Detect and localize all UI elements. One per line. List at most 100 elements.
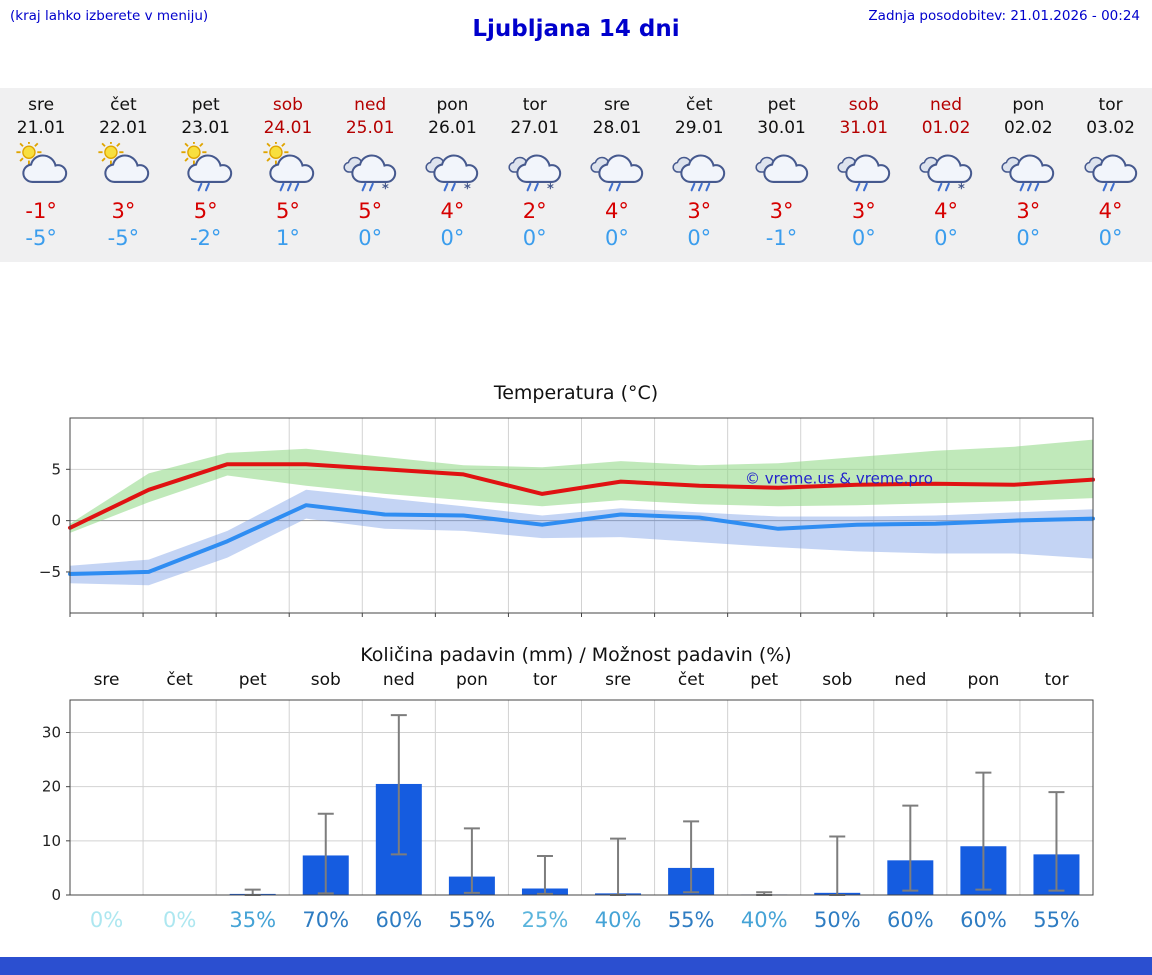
cloud-rain-icon xyxy=(1069,140,1151,196)
forecast-day-column: sob 31.01 3° 0° xyxy=(823,94,905,252)
precip-probability: 0% xyxy=(162,908,197,932)
day-name: pet xyxy=(191,95,220,115)
day-date: 27.01 xyxy=(510,118,560,138)
cloud-sleet-icon: * xyxy=(411,140,493,196)
high-temp: 3° xyxy=(687,199,712,223)
precip-day-label: tor xyxy=(532,670,558,690)
precip-day-label: pon xyxy=(967,670,1000,690)
precip-day-labels: sre čet pet sob ned pon tor sre čet pet sob ned pon t… xyxy=(70,670,1093,690)
precip-probability: 50% xyxy=(813,908,861,932)
forecast-day-column: pon 26.01 * 4° 0° xyxy=(411,94,493,252)
svg-text:*: * xyxy=(465,182,472,194)
precip-probability: 70% xyxy=(302,908,350,932)
day-name: sob xyxy=(848,95,879,115)
day-date: 23.01 xyxy=(181,118,230,138)
high-temp: 5° xyxy=(358,199,383,223)
precipitation-section: Količina padavin (mm) / Možnost padavin … xyxy=(0,644,1152,932)
precip-day-label: sre xyxy=(93,670,120,690)
forecast-day-column: sre 21.01 -1° -5° xyxy=(0,94,82,252)
high-temp: 5° xyxy=(193,199,218,223)
sun-cloud-icon xyxy=(0,140,82,196)
day-name: pon xyxy=(1012,95,1045,115)
high-temp: 5° xyxy=(275,199,300,223)
precip-day-label: sob xyxy=(822,670,853,690)
svg-text:0: 0 xyxy=(51,886,61,900)
precip-day-label: ned xyxy=(894,670,927,690)
temperature-section: Temperatura (°C) −5 0 5 © vreme.us & vreme.… xyxy=(0,382,1152,618)
temperature-chart: −5 0 5 © vreme.us & vreme.pro xyxy=(39,417,1095,617)
day-date: 24.01 xyxy=(263,118,313,138)
day-date: 25.01 xyxy=(345,118,395,138)
precip-chart-title: Količina padavin (mm) / Možnost padavin … xyxy=(360,644,792,666)
precip-day-label: pet xyxy=(238,670,267,690)
high-temp: 3° xyxy=(851,199,876,223)
day-name: čet xyxy=(110,95,137,115)
day-date: 28.01 xyxy=(592,118,642,138)
page-title: Ljubljana 14 dni xyxy=(472,16,680,42)
low-temp: -5° xyxy=(25,226,57,250)
low-temp: 0° xyxy=(522,226,547,250)
forecast-day-column: tor 03.02 4° 0° xyxy=(1069,94,1151,252)
low-temp: 0° xyxy=(934,226,958,250)
precip-probability: 55% xyxy=(1033,908,1080,932)
high-temp: 4° xyxy=(934,199,958,223)
day-date: 02.02 xyxy=(1003,118,1053,138)
day-date: 01.02 xyxy=(921,118,971,138)
temperature-chart-title: Temperatura (°C) xyxy=(493,382,659,404)
low-temp: 0° xyxy=(440,226,465,250)
cloudy-icon xyxy=(740,140,822,196)
precip-probability: 55% xyxy=(667,908,715,932)
cloud-sleet-icon: * xyxy=(494,140,576,196)
precip-probability: 55% xyxy=(448,908,496,932)
day-date: 31.01 xyxy=(839,118,889,138)
precip-day-label: ned xyxy=(382,670,415,690)
low-temp: -2° xyxy=(189,226,222,250)
low-temp: 0° xyxy=(605,226,629,250)
high-temp: 4° xyxy=(440,199,465,223)
low-temp: 0° xyxy=(1016,226,1041,250)
day-name: sre xyxy=(604,95,630,115)
watermark-link[interactable]: © vreme.us & vreme.pro xyxy=(745,470,933,488)
forecast-day-column: pet 23.01 5° -2° xyxy=(165,94,247,252)
precip-probability: 60% xyxy=(887,908,934,932)
day-name: tor xyxy=(522,95,547,115)
precip-probability: 40% xyxy=(740,908,788,932)
header: (kraj lahko izberete v meniju) Ljubljana… xyxy=(0,0,1152,88)
low-temp: 1° xyxy=(275,226,300,250)
svg-text:−5: −5 xyxy=(39,563,61,581)
high-temp: 3° xyxy=(111,199,136,223)
svg-text:20: 20 xyxy=(42,778,61,796)
day-name: ned xyxy=(930,95,963,115)
sun-cloud-icon xyxy=(82,140,164,196)
high-temp: 3° xyxy=(769,199,794,223)
high-temp: 4° xyxy=(1098,199,1123,223)
high-temp: 4° xyxy=(605,199,629,223)
day-name: ned xyxy=(354,95,387,115)
cloud-sleet-icon: * xyxy=(905,140,987,196)
forecast-strip: sre 21.01 -1° -5° čet 22.01 3° -5° pet 23.01 5° -2°… xyxy=(0,88,1152,262)
day-date: 21.01 xyxy=(16,118,66,138)
forecast-day-column: ned 01.02 * 4° 0° xyxy=(905,94,987,252)
precip-day-label: sob xyxy=(310,670,341,690)
precip-probability: 35% xyxy=(229,908,277,932)
last-updated: Zadnja posodobitev: 21.01.2026 - 00:24 xyxy=(868,8,1140,24)
svg-text:5: 5 xyxy=(51,460,61,478)
forecast-day-column: ned 25.01 * 5° 0° xyxy=(329,94,411,252)
day-date: 29.01 xyxy=(674,118,724,138)
high-temp: 2° xyxy=(522,199,547,223)
forecast-day-column: pet 30.01 3° -1° xyxy=(740,94,822,252)
cloud-heavy-rain-icon xyxy=(658,140,740,196)
precip-day-label: pet xyxy=(750,670,779,690)
forecast-day-column: sre 28.01 4° 0° xyxy=(576,94,658,252)
precip-probability: 60% xyxy=(960,908,1007,932)
precip-probability: 40% xyxy=(594,908,642,932)
high-temp: -1° xyxy=(25,199,57,223)
menu-hint: (kraj lahko izberete v meniju) xyxy=(10,8,209,24)
precip-probability: 25% xyxy=(521,908,569,932)
low-temp: -1° xyxy=(765,226,798,250)
forecast-day-column: čet 22.01 3° -5° xyxy=(82,94,164,252)
svg-text:30: 30 xyxy=(42,724,61,742)
svg-text:10: 10 xyxy=(42,832,61,850)
precip-probability: 60% xyxy=(375,908,423,932)
precip-day-label: čet xyxy=(677,670,705,690)
